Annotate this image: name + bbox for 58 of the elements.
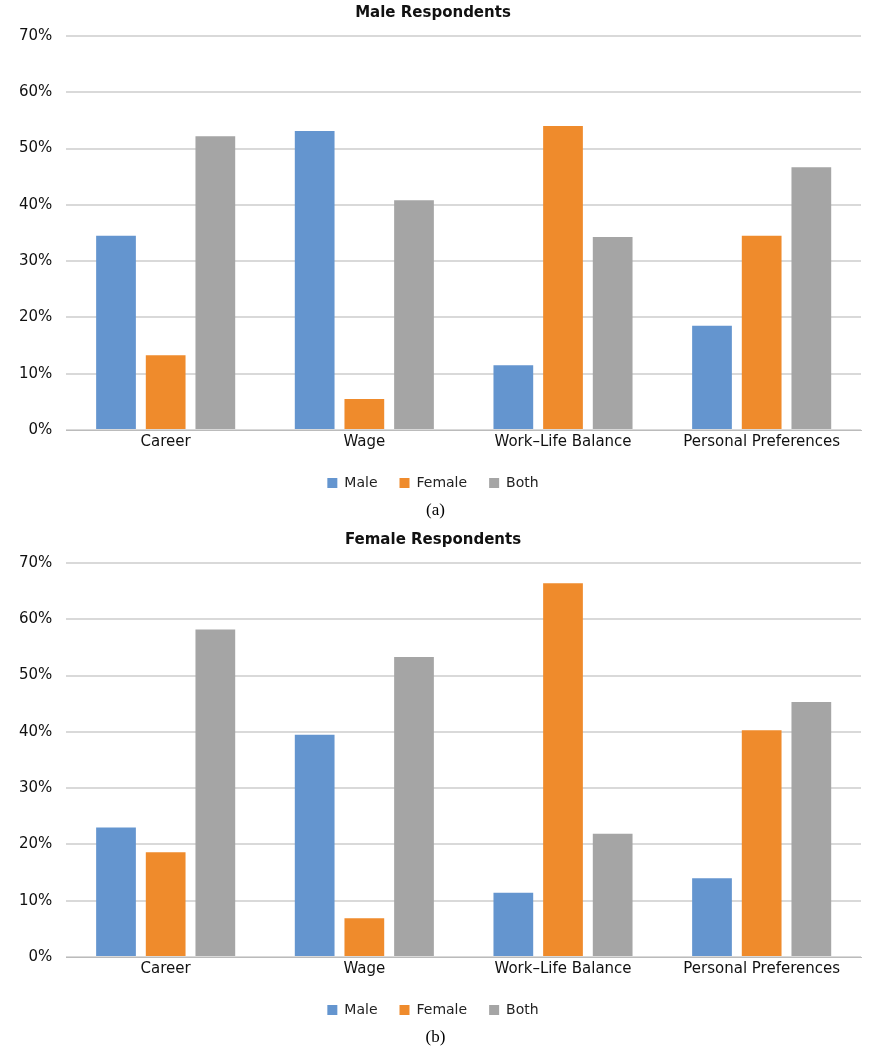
y-tick-label: 70% [19, 552, 53, 571]
bar [145, 852, 186, 956]
text: (a) [425, 500, 446, 521]
bar [394, 657, 434, 956]
y-tick-label: 10% [19, 890, 53, 909]
y-tick-label: 30% [19, 251, 53, 270]
legend-label: Both [506, 473, 539, 490]
x-tick-label: Wage [343, 958, 386, 977]
y-tick-label: 40% [19, 194, 53, 213]
x-tick-label: Work–Life Balance [494, 431, 632, 450]
bar [294, 131, 335, 429]
bar [96, 235, 136, 429]
bar [543, 583, 583, 956]
bar [394, 200, 434, 429]
bar [195, 629, 236, 956]
bar [741, 730, 782, 956]
bar [791, 167, 832, 429]
bar [294, 734, 335, 956]
y-tick-label: 70% [19, 25, 53, 44]
bar [692, 878, 732, 956]
text: (b) [424, 1027, 447, 1048]
y-tick-label: 50% [19, 138, 53, 157]
bar [592, 833, 633, 956]
bar [344, 399, 385, 429]
y-tick-label: 20% [19, 307, 53, 326]
y-tick-label: 20% [19, 834, 53, 853]
x-tick-label: Personal Preferences [683, 958, 841, 977]
chart-title: Male Respondents [355, 2, 511, 21]
bar [493, 892, 534, 956]
y-tick-label: 40% [19, 721, 53, 740]
bar [344, 918, 385, 956]
x-tick-label: Personal Preferences [683, 431, 841, 450]
chart-title: Female Respondents [344, 529, 522, 548]
x-tick-label: Career [140, 958, 192, 977]
y-tick-label: 0% [28, 946, 53, 965]
legend-label: Female [416, 473, 468, 490]
y-tick-label: 50% [19, 665, 53, 684]
y-tick-label: 60% [19, 609, 53, 628]
bar [145, 355, 186, 429]
legend-label: Both [506, 1000, 539, 1017]
legend-label: Female [416, 1000, 468, 1017]
bar [791, 702, 832, 956]
legend-label: Male [344, 473, 378, 490]
bar [195, 136, 236, 429]
x-tick-label: Work–Life Balance [494, 958, 632, 977]
y-tick-label: 0% [28, 419, 53, 438]
bar [741, 235, 782, 429]
bar [543, 126, 583, 429]
y-tick-label: 10% [19, 363, 53, 382]
legend-label: Male [344, 1000, 378, 1017]
bar [493, 365, 534, 429]
bar [96, 827, 136, 956]
bar [592, 236, 633, 429]
x-tick-label: Wage [343, 431, 386, 450]
x-tick-label: Career [140, 431, 192, 450]
y-tick-label: 60% [19, 82, 53, 101]
bar [692, 325, 732, 429]
y-tick-label: 30% [19, 778, 53, 797]
